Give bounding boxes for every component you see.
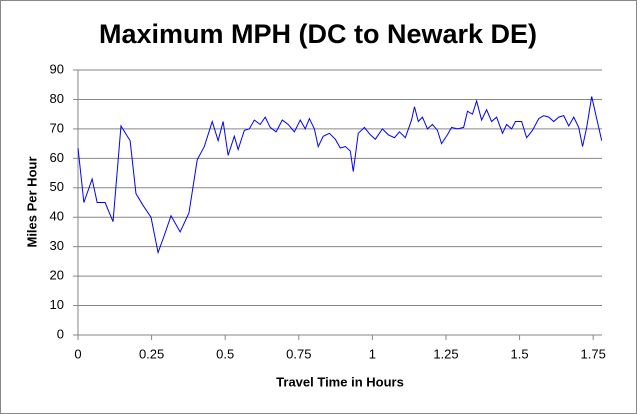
x-tick-label: 0	[74, 346, 81, 361]
x-tick-label: 0.25	[139, 346, 164, 361]
x-tick-label: 1	[369, 346, 376, 361]
y-tick-label: 20	[50, 268, 64, 283]
x-tick-label: 1.75	[581, 346, 606, 361]
x-tick-label: 0.5	[216, 346, 234, 361]
y-tick-label: 10	[50, 297, 64, 312]
x-tick-label: 1.25	[433, 346, 458, 361]
y-tick-label: 30	[50, 238, 64, 253]
y-tick-label: 60	[50, 150, 64, 165]
data-line	[77, 96, 603, 255]
x-tick-label: 1.5	[511, 346, 529, 361]
y-tick-label: 50	[50, 179, 64, 194]
y-tick-label: 0	[57, 326, 64, 341]
y-tick-label: 80	[50, 91, 64, 106]
y-tick-label: 40	[50, 209, 64, 224]
x-axis-label: Travel Time in Hours	[276, 374, 404, 389]
chart-title: Maximum MPH (DC to Newark DE)	[99, 19, 537, 49]
y-tick-label: 90	[50, 61, 64, 76]
y-tick-label: 70	[50, 120, 64, 135]
x-tick-label: 0.75	[286, 346, 311, 361]
y-axis-label: Miles Per Hour	[24, 156, 39, 247]
